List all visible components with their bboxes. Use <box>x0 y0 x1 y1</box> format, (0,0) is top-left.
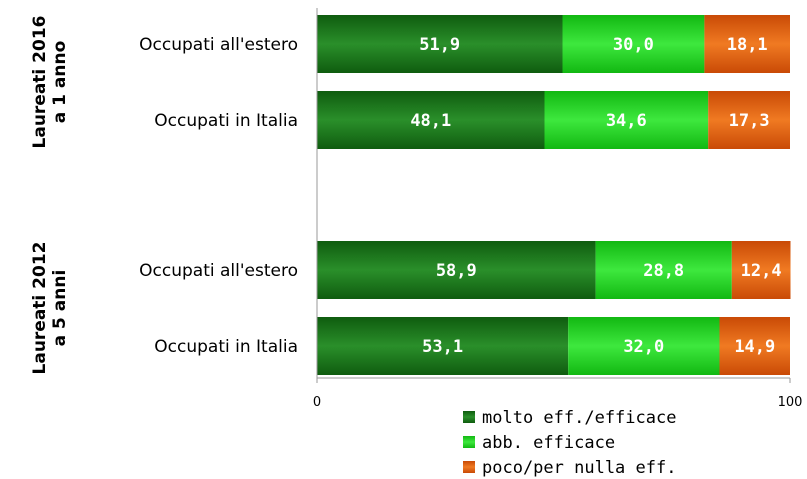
data-label: 14,9 <box>734 337 775 357</box>
legend-swatch <box>463 411 475 423</box>
data-label: 53,1 <box>422 337 463 357</box>
data-label: 32,0 <box>623 337 664 357</box>
legend-label: molto eff./efficace <box>482 408 676 428</box>
data-label: 18,1 <box>727 35 768 55</box>
data-label: 12,4 <box>741 261 782 281</box>
legend-label: abb. efficace <box>482 433 615 453</box>
legend-swatch <box>463 436 475 448</box>
axis-layer: 0 100 <box>313 8 803 410</box>
category-label: Occupati in Italia <box>154 111 298 131</box>
bars-layer <box>317 15 791 375</box>
category-label: Occupati in Italia <box>154 337 298 357</box>
data-label: 17,3 <box>729 111 770 131</box>
bar-segment <box>731 241 791 299</box>
bar-segment <box>568 317 720 375</box>
bar-segment <box>317 241 596 299</box>
group-label: Laureati 2012a 5 anni <box>30 242 70 375</box>
bar-segment <box>317 91 545 149</box>
bar-segment <box>719 317 790 375</box>
legend-label: poco/per nulla eff. <box>482 458 676 478</box>
bar-segment <box>317 15 563 73</box>
data-label: 51,9 <box>419 35 460 55</box>
labels-layer: 51,9 30,0 18,1 Occupati all'estero 48,1 34,6 1… <box>30 16 782 375</box>
legend-swatch <box>463 461 475 473</box>
data-label: 58,9 <box>436 261 477 281</box>
data-label: 48,1 <box>410 111 451 131</box>
bar-segment <box>704 15 790 73</box>
data-label: 28,8 <box>643 261 684 281</box>
x-tick-label: 100 <box>778 395 803 410</box>
bar-segment <box>595 241 732 299</box>
bar-segment <box>317 317 569 375</box>
data-label: 30,0 <box>613 35 654 55</box>
legend: molto eff./efficace abb. efficace poco/per… <box>463 408 676 478</box>
data-label: 34,6 <box>606 111 647 131</box>
x-tick-label: 0 <box>313 395 321 410</box>
category-label: Occupati all'estero <box>139 35 298 55</box>
bar-segment <box>708 91 790 149</box>
bar-segment <box>544 91 709 149</box>
group-label: Laureati 2016a 1 anno <box>30 16 70 149</box>
bar-segment <box>562 15 705 73</box>
category-label: Occupati all'estero <box>139 261 298 281</box>
